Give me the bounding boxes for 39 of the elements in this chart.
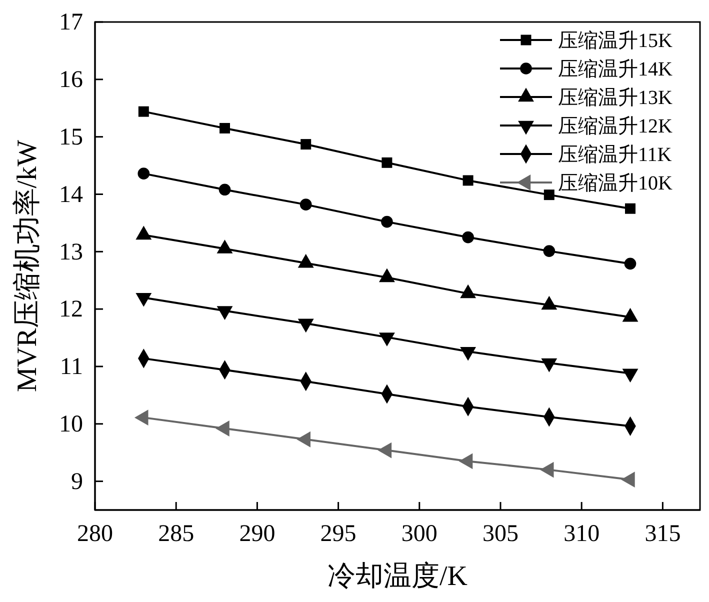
x-tick-label: 295 [320,521,356,548]
legend-label: 压缩温升12K [558,116,673,138]
point [218,184,231,196]
point [138,106,149,117]
x-axis-title: 冷却温度/K [328,561,468,592]
point [543,245,556,257]
y-tick-label: 10 [59,412,83,438]
point [544,190,554,200]
x-tick-label: 290 [239,521,276,548]
x-tick-label: 300 [401,521,438,548]
y-tick-label: 12 [59,296,83,323]
legend-label: 压缩温升15K [558,30,673,52]
legend-label: 压缩温升13K [558,87,673,109]
legend-label: 压缩温升11K [558,144,672,166]
point [382,157,392,168]
point [625,203,636,214]
x-tick-label: 315 [644,521,681,548]
point [624,258,636,270]
point [138,168,150,180]
point [462,231,474,244]
point [220,122,230,134]
y-tick-label: 14 [59,182,83,208]
y-tick-label: 13 [59,239,83,266]
point [300,198,312,210]
legend-label: 压缩温升14K [558,58,673,80]
point [300,139,312,150]
x-tick-label: 285 [158,521,194,548]
point [462,175,474,186]
y-tick-label: 15 [59,124,83,151]
y-tick-label: 11 [60,354,83,380]
x-tick-label: 305 [482,521,518,548]
x-tick-label: 310 [564,521,600,548]
point [381,216,393,228]
y-axis-title: MVR压缩机功率/kW [12,139,43,392]
x-tick-label: 280 [77,521,113,548]
legend-label: 压缩温升10K [558,172,673,194]
y-tick-label: 16 [59,67,83,94]
y-tick-label: 17 [59,10,83,36]
y-tick-label: 9 [71,468,83,495]
